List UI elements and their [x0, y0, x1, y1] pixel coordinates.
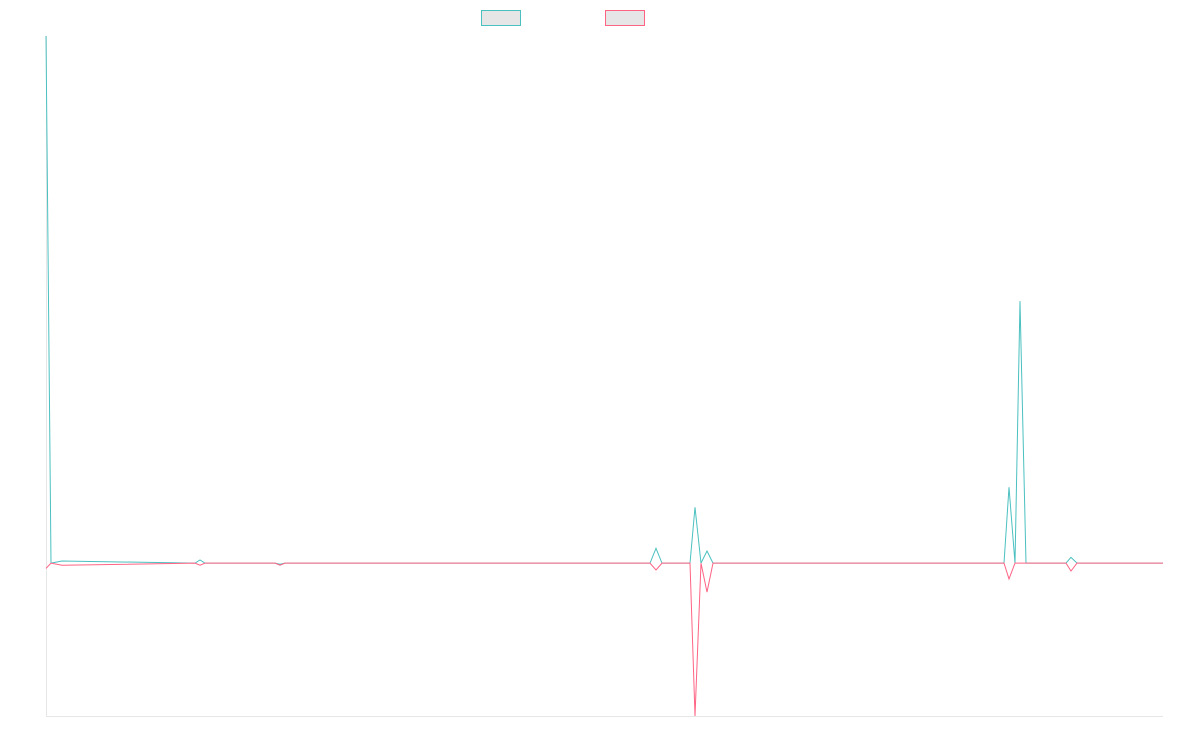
legend-swatch [481, 10, 521, 26]
legend-swatch [605, 10, 645, 26]
series-line [45, 562, 1163, 717]
series-line [45, 35, 1163, 565]
